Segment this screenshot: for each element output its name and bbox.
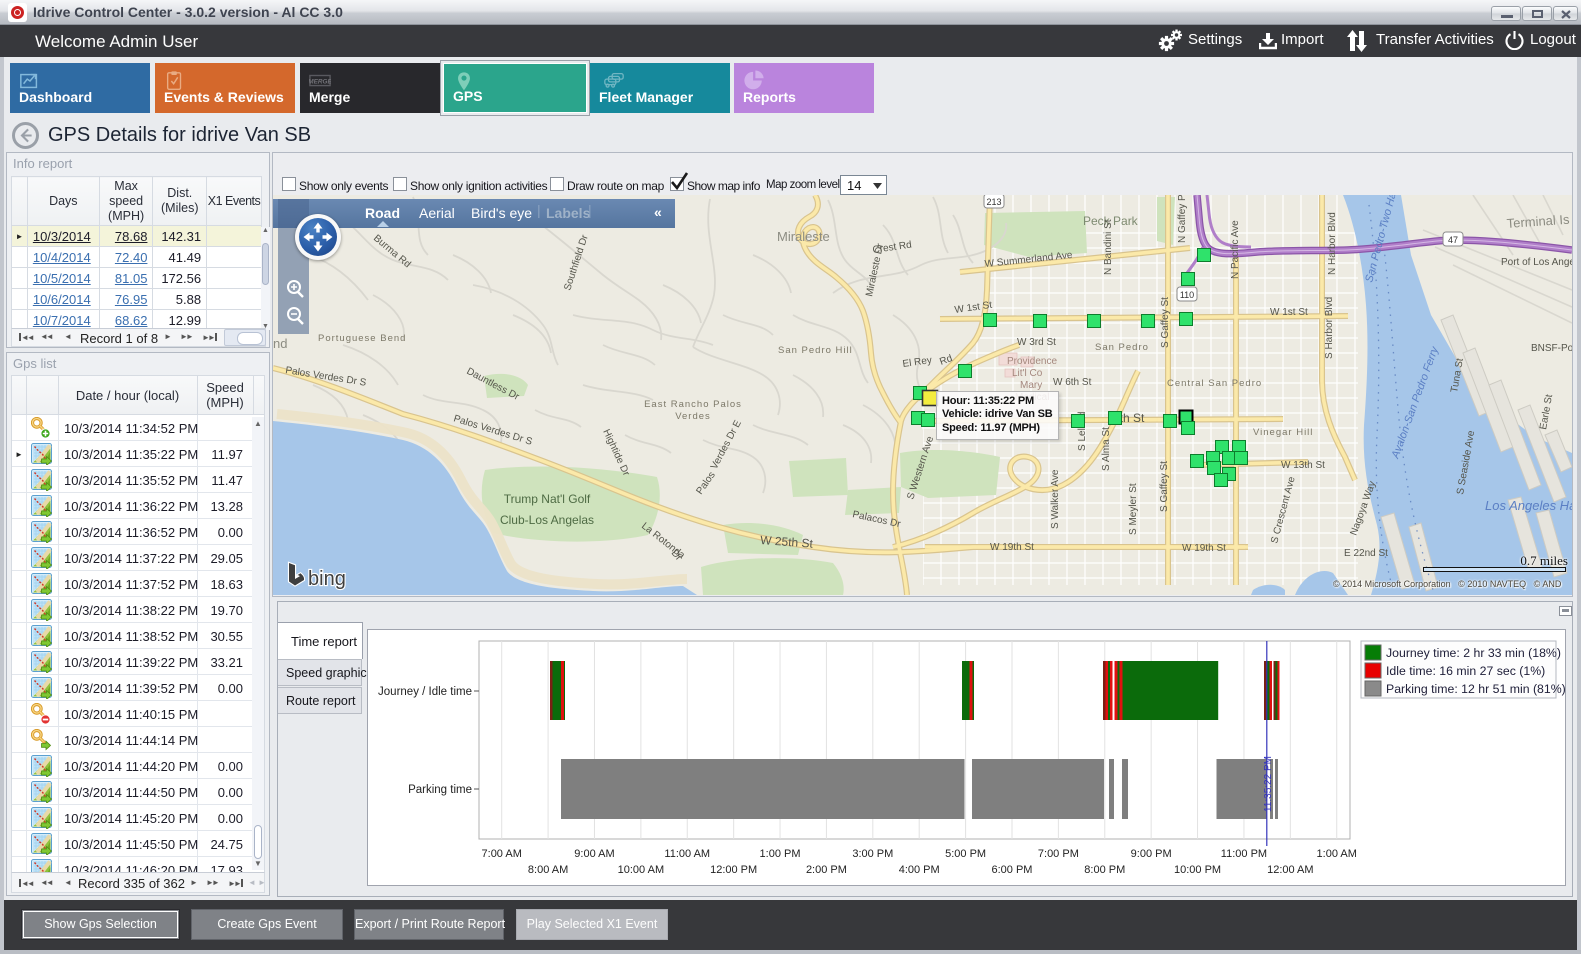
svg-text:8:00 AM: 8:00 AM: [528, 864, 568, 876]
svg-text:bing: bing: [308, 568, 346, 590]
svg-text:San Pedro: San Pedro: [1095, 342, 1149, 353]
svg-text:Verdes: Verdes: [675, 411, 711, 422]
svg-text:3:00 PM: 3:00 PM: [852, 848, 893, 860]
svg-text:110: 110: [1180, 290, 1194, 300]
svg-text:S Walker Ave: S Walker Ave: [1050, 469, 1061, 529]
svg-text:5:00 PM: 5:00 PM: [945, 848, 986, 860]
svg-text:Crest Rd: Crest Rd: [872, 240, 913, 256]
svg-text:W 19th St: W 19th St: [1182, 543, 1226, 554]
svg-text:BNSF-Port: BNSF-Port: [1531, 343, 1572, 354]
svg-text:7:00 AM: 7:00 AM: [482, 848, 522, 860]
svg-text:Lit'l Co: Lit'l Co: [1012, 368, 1043, 379]
svg-text:12:00 PM: 12:00 PM: [710, 864, 757, 876]
svg-text:2:00 PM: 2:00 PM: [806, 864, 847, 876]
svg-text:W 3rd St: W 3rd St: [1017, 337, 1056, 348]
svg-text:Peck Park: Peck Park: [1083, 214, 1139, 228]
svg-text:Miraleste: Miraleste: [777, 229, 830, 244]
svg-text:MERGE: MERGE: [309, 78, 331, 85]
svg-text:Central San Pedro: Central San Pedro: [1167, 378, 1262, 389]
svg-text:W 6th St: W 6th St: [1053, 377, 1092, 388]
svg-text:11:35:22 PM: 11:35:22 PM: [1263, 756, 1274, 812]
svg-text:Trump Nat'l Golf: Trump Nat'l Golf: [504, 492, 591, 506]
svg-text:East Rancho Palos: East Rancho Palos: [644, 399, 742, 410]
svg-text:Mary: Mary: [1020, 380, 1042, 391]
svg-text:6:00 PM: 6:00 PM: [992, 864, 1033, 876]
svg-text:Providence: Providence: [1007, 356, 1057, 367]
svg-text:W 19th St: W 19th St: [990, 542, 1034, 553]
svg-text:N Gaffey Pl: N Gaffey Pl: [1177, 195, 1188, 243]
svg-text:W 25th St: W 25th St: [760, 533, 814, 551]
svg-text:N Harbor Blvd: N Harbor Blvd: [1327, 212, 1338, 275]
svg-text:47: 47: [1448, 235, 1458, 245]
svg-text:10:00 PM: 10:00 PM: [1174, 864, 1221, 876]
svg-text:11:00 AM: 11:00 AM: [664, 848, 710, 860]
svg-text:W 1st St: W 1st St: [954, 300, 993, 316]
svg-text:Idle time: 16 min 27 sec (1%): Idle time: 16 min 27 sec (1%): [1386, 664, 1545, 678]
svg-text:9:00 AM: 9:00 AM: [574, 848, 614, 860]
svg-text:San Pedro Hill: San Pedro Hill: [778, 345, 853, 356]
svg-text:12:00 AM: 12:00 AM: [1267, 864, 1313, 876]
svg-text:N Pacific Ave: N Pacific Ave: [1230, 220, 1241, 279]
svg-text:Parking time: 12 hr 51 min (81: Parking time: 12 hr 51 min (81%): [1386, 682, 1566, 696]
svg-text:S Harbor Blvd: S Harbor Blvd: [1324, 297, 1335, 359]
svg-text:7:00 PM: 7:00 PM: [1038, 848, 1079, 860]
svg-text:Vinegar Hill: Vinegar Hill: [1253, 427, 1313, 438]
svg-text:S Gaffey St: S Gaffey St: [1159, 461, 1170, 512]
svg-text:S Alma St: S Alma St: [1101, 427, 1112, 471]
svg-text:E 22nd St: E 22nd St: [1344, 548, 1388, 559]
svg-text:Journey / Idle time: Journey / Idle time: [378, 686, 472, 698]
svg-text:S Meyler St: S Meyler St: [1128, 483, 1139, 535]
svg-text:Parking time: Parking time: [408, 784, 472, 796]
svg-text:8:00 PM: 8:00 PM: [1084, 864, 1125, 876]
svg-text:Terminal Is: Terminal Is: [1506, 212, 1570, 231]
svg-text:Journey time: 2 hr 33 min (18%: Journey time: 2 hr 33 min (18%): [1386, 646, 1561, 660]
svg-text:Club-Los Angelas: Club-Los Angelas: [500, 513, 594, 527]
svg-text:4:00 PM: 4:00 PM: [899, 864, 940, 876]
svg-text:nd: nd: [273, 336, 287, 351]
svg-text:1:00 AM: 1:00 AM: [1317, 848, 1357, 860]
svg-text:Port of Los Angel: Port of Los Angel: [1501, 257, 1572, 268]
svg-text:S Leland: S Leland: [1077, 412, 1088, 451]
svg-text:W 13th St: W 13th St: [1281, 460, 1325, 471]
svg-text:Portuguese Bend: Portuguese Bend: [318, 333, 406, 344]
svg-text:11:00 PM: 11:00 PM: [1221, 848, 1267, 860]
svg-text:1:00 PM: 1:00 PM: [760, 848, 801, 860]
svg-text:213: 213: [986, 197, 1001, 207]
svg-text:W 1st St: W 1st St: [1270, 307, 1308, 318]
svg-text:10:00 AM: 10:00 AM: [618, 864, 664, 876]
svg-text:El Rey: El Rey: [902, 355, 933, 370]
svg-text:9:00 PM: 9:00 PM: [1131, 848, 1172, 860]
svg-text:Rd: Rd: [938, 353, 954, 368]
svg-text:N Bandini St: N Bandini St: [1103, 219, 1114, 275]
svg-text:S Gaffey St: S Gaffey St: [1160, 297, 1171, 348]
svg-text:Los Angeles Harb: Los Angeles Harb: [1485, 498, 1572, 513]
